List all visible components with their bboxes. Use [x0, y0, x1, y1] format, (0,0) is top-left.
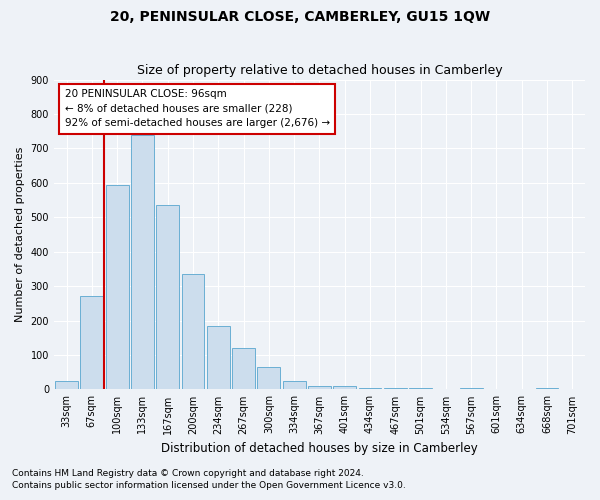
Text: Contains HM Land Registry data © Crown copyright and database right 2024.
Contai: Contains HM Land Registry data © Crown c…	[12, 468, 406, 490]
Bar	[536, 388, 559, 390]
Bar	[359, 388, 382, 390]
Bar	[207, 326, 230, 390]
Title: Size of property relative to detached houses in Camberley: Size of property relative to detached ho…	[137, 64, 502, 77]
Bar	[131, 134, 154, 390]
Bar	[157, 205, 179, 390]
Bar	[55, 381, 78, 390]
Bar	[257, 367, 280, 390]
Bar	[106, 184, 128, 390]
Text: 20, PENINSULAR CLOSE, CAMBERLEY, GU15 1QW: 20, PENINSULAR CLOSE, CAMBERLEY, GU15 1Q…	[110, 10, 490, 24]
Bar	[460, 388, 482, 390]
Bar	[409, 388, 432, 390]
Bar	[384, 388, 407, 390]
Bar	[334, 386, 356, 390]
Bar	[80, 296, 103, 390]
X-axis label: Distribution of detached houses by size in Camberley: Distribution of detached houses by size …	[161, 442, 478, 455]
Bar	[182, 274, 205, 390]
Bar	[283, 381, 305, 390]
Y-axis label: Number of detached properties: Number of detached properties	[15, 147, 25, 322]
Bar	[308, 386, 331, 390]
Bar	[232, 348, 255, 390]
Text: 20 PENINSULAR CLOSE: 96sqm
← 8% of detached houses are smaller (228)
92% of semi: 20 PENINSULAR CLOSE: 96sqm ← 8% of detac…	[65, 89, 329, 128]
